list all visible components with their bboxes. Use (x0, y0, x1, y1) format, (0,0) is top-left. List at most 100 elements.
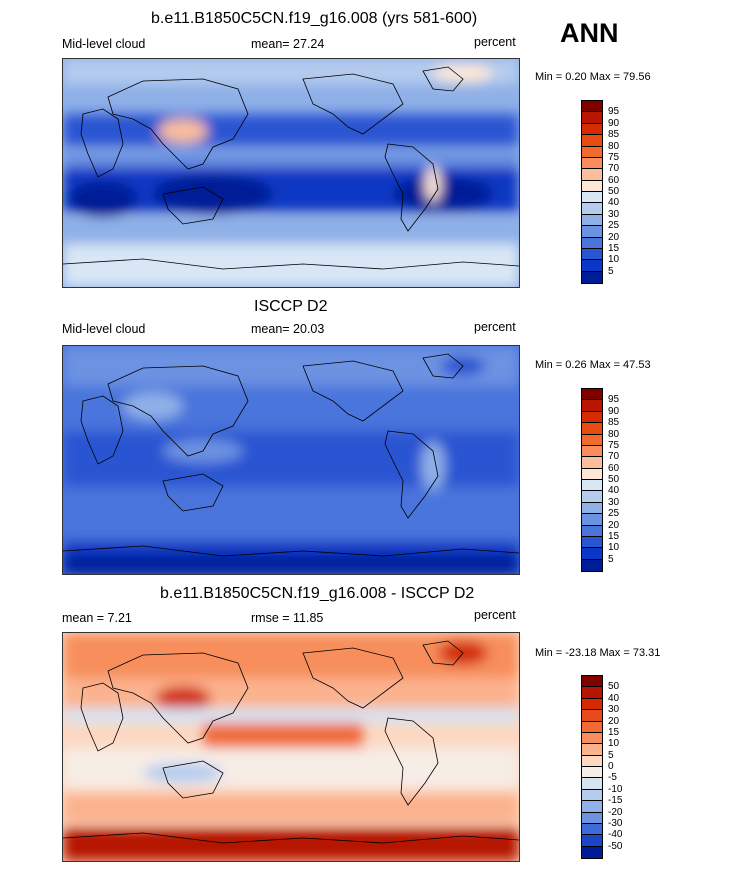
colorbar-swatch (582, 687, 602, 699)
panel2-variable-label: Mid-level cloud (62, 322, 146, 336)
colorbar-swatch (582, 135, 602, 147)
colorbar-tick-label: 95 (608, 106, 620, 118)
colorbar-tick-label: 85 (608, 129, 620, 141)
colorbar-tick-label: -50 (608, 840, 623, 852)
colorbar-swatch (582, 423, 602, 435)
colorbar-tick-label: 5 (608, 749, 614, 761)
colorbar-swatch (582, 411, 602, 424)
colorbar-swatch (582, 169, 602, 181)
colorbar-swatch (582, 548, 602, 560)
colorbar-tick-label: 40 (608, 197, 620, 209)
colorbar-tick-label: 30 (608, 496, 620, 508)
colorbar-swatch (582, 755, 602, 767)
colorbar-swatch (582, 812, 602, 824)
colorbar-swatch (582, 514, 602, 526)
colorbar-tick-label: 20 (608, 231, 620, 243)
panel1-units-label: percent (474, 35, 516, 49)
colorbar-swatch (582, 823, 602, 836)
panel2-map (62, 345, 520, 575)
panel3-units-label: percent (474, 608, 516, 622)
colorbar-tick-label: 85 (608, 417, 620, 429)
colorbar-tick-label: 20 (608, 519, 620, 531)
colorbar-swatch (582, 203, 602, 215)
colorbar-swatch (582, 214, 602, 227)
panel3-minmax-label: Min = -23.18 Max = 73.31 (535, 647, 661, 659)
colorbar-swatch (582, 525, 602, 537)
panel1-mean-label: mean= 27.24 (251, 37, 325, 51)
colorbar-tick-label: 15 (608, 530, 620, 542)
colorbar-swatch (582, 457, 602, 469)
colorbar-swatch (582, 468, 602, 480)
colorbar-tick-label: 5 (608, 553, 614, 565)
colorbar-swatch (582, 248, 602, 261)
colorbar-tick-label: 25 (608, 220, 620, 232)
colorbar-swatch (582, 698, 602, 711)
panel3-mean-label: mean = 7.21 (62, 611, 132, 625)
colorbar-tick-label: 60 (608, 174, 620, 186)
colorbar-swatch (582, 835, 602, 847)
colorbar-tick-label: 75 (608, 151, 620, 163)
panel2-title: ISCCP D2 (254, 298, 328, 315)
colorbar-swatch (582, 801, 602, 813)
colorbar-swatch (582, 123, 602, 136)
colorbar-swatch (582, 767, 602, 779)
colorbar-tick-label: 90 (608, 405, 620, 417)
panel3-rmse-label: rmse = 11.85 (251, 611, 324, 625)
panel2-mean-label: mean= 20.03 (251, 322, 325, 336)
colorbar-swatch (582, 480, 602, 492)
colorbar-swatch (582, 445, 602, 458)
colorbar-swatch (582, 789, 602, 802)
panel2-units-label: percent (474, 320, 516, 334)
panel1-minmax-label: Min = 0.20 Max = 79.56 (535, 71, 651, 83)
panel2-coastlines (63, 353, 519, 557)
colorbar-swatch (582, 400, 602, 412)
colorbar-swatch (582, 434, 602, 446)
panel1-colorbar (581, 100, 603, 284)
colorbar-tick-label: 15 (608, 242, 620, 254)
colorbar-swatch (582, 710, 602, 722)
colorbar-swatch (582, 180, 602, 192)
colorbar-tick-label: 80 (608, 140, 620, 152)
colorbar-tick-label: 20 (608, 715, 620, 727)
colorbar-swatch (582, 536, 602, 549)
colorbar-swatch (582, 389, 602, 401)
colorbar-swatch (582, 112, 602, 124)
colorbar-tick-label: 70 (608, 451, 620, 463)
colorbar-tick-label: -5 (608, 772, 617, 784)
colorbar-tick-label: -15 (608, 795, 623, 807)
colorbar-swatch (582, 237, 602, 249)
panel3-map (62, 632, 520, 862)
colorbar-tick-label: 5 (608, 265, 614, 277)
panel3-colorbar (581, 675, 603, 859)
season-label: ANN (560, 18, 619, 48)
colorbar-tick-label: 50 (608, 681, 620, 693)
colorbar-swatch (582, 732, 602, 745)
colorbar-tick-label: -30 (608, 817, 623, 829)
colorbar-tick-label: 10 (608, 542, 620, 554)
colorbar-tick-label: 30 (608, 208, 620, 220)
colorbar-swatch (582, 271, 602, 283)
colorbar-tick-label: 80 (608, 428, 620, 440)
colorbar-tick-label: 70 (608, 163, 620, 175)
colorbar-tick-label: 15 (608, 726, 620, 738)
colorbar-tick-label: 95 (608, 394, 620, 406)
colorbar-swatch (582, 226, 602, 238)
colorbar-tick-label: 60 (608, 462, 620, 474)
colorbar-swatch (582, 157, 602, 170)
colorbar-swatch (582, 502, 602, 515)
colorbar-tick-label: 10 (608, 738, 620, 750)
panel1-title: b.e11.B1850C5CN.f19_g16.008 (yrs 581-600… (151, 10, 478, 27)
colorbar-swatch (582, 101, 602, 113)
colorbar-tick-label: 30 (608, 704, 620, 716)
panel1-variable-label: Mid-level cloud (62, 37, 146, 51)
panel2-minmax-label: Min = 0.26 Max = 47.53 (535, 359, 651, 371)
panel1-coastlines (63, 66, 519, 270)
colorbar-swatch (582, 192, 602, 204)
colorbar-swatch (582, 676, 602, 688)
colorbar-tick-label: 50 (608, 186, 620, 197)
colorbar-swatch (582, 491, 602, 503)
colorbar-tick-label: 25 (608, 508, 620, 520)
panel2-colorbar (581, 388, 603, 572)
colorbar-swatch (582, 721, 602, 733)
colorbar-tick-label: 10 (608, 254, 620, 266)
